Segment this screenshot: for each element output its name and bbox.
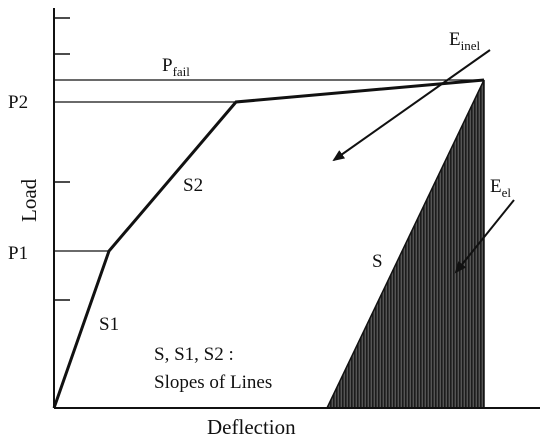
load-deflection-curve xyxy=(52,78,485,409)
p-fail-label: Pfail xyxy=(162,55,190,79)
slopes-note-line1: S, S1, S2 : xyxy=(154,344,234,365)
p1-label: P1 xyxy=(8,243,28,264)
p-fail-main: P xyxy=(162,55,173,76)
elastic-energy-region xyxy=(325,79,485,409)
e-el-label: Eel xyxy=(490,176,511,200)
slope-s1-label: S1 xyxy=(99,314,119,335)
e-el-subscript: el xyxy=(502,185,512,200)
e-el-main: E xyxy=(490,176,502,197)
y-axis-ticks xyxy=(54,17,70,301)
p2-label: P2 xyxy=(8,92,28,113)
e-inel-main: E xyxy=(449,29,461,50)
e-inel-subscript: inel xyxy=(461,38,481,53)
e-el-arrow xyxy=(454,199,515,274)
slope-s-label: S xyxy=(372,251,383,272)
p-fail-subscript: fail xyxy=(173,64,191,79)
slopes-note-line2: Slopes of Lines xyxy=(154,372,272,393)
e-inel-arrow xyxy=(332,49,491,162)
e-inel-label: Einel xyxy=(449,29,480,53)
x-axis-title: Deflection xyxy=(207,415,296,439)
slope-s2-label: S2 xyxy=(183,175,203,196)
y-axis-title: Load xyxy=(17,178,41,222)
